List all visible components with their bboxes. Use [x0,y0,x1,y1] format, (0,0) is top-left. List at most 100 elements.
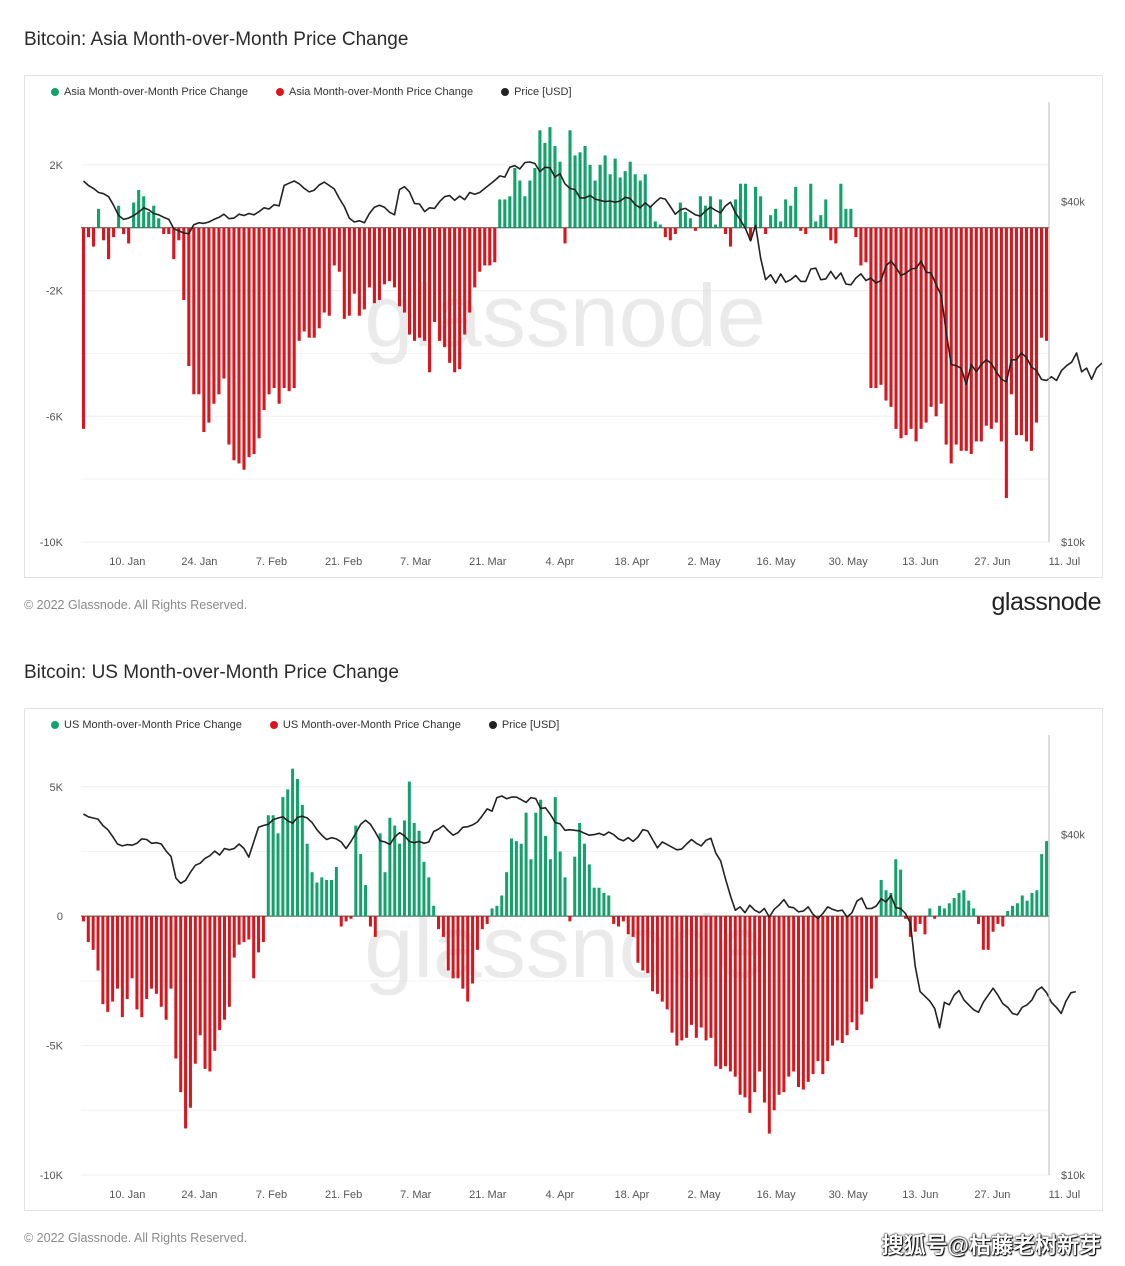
bar [222,916,227,1020]
chart-panel-asia: Asia Month-over-Month Price Change Asia … [24,75,1103,578]
bar [845,916,849,1036]
x-tick-label: 10. Jan [109,1189,145,1201]
x-tick-label: 13. Jun [902,1189,938,1201]
bar [232,227,236,461]
price-line [83,795,1076,1029]
bar [368,916,372,927]
bar [142,196,146,228]
bar [929,227,933,407]
x-tick-label: 21. Mar [469,1189,507,1201]
bar [407,227,412,335]
bar [658,224,662,228]
bar [582,843,586,917]
bar [1025,900,1029,917]
bar [286,789,290,917]
bar [578,152,582,228]
bar [762,916,766,1103]
bar [668,227,672,241]
legend-item-red[interactable]: Asia Month-over-Month Price Change [276,86,473,98]
bar [678,202,682,228]
bar [115,916,119,989]
x-tick-label: 7. Feb [256,1189,287,1201]
x-tick-label: 10. Jan [109,556,145,568]
x-tick-label: 21. Mar [469,556,507,568]
bar [257,916,261,953]
bar [708,196,713,228]
bar [458,227,462,370]
bar [864,227,868,263]
x-tick-label: 11. Jul [1049,556,1081,568]
bar [101,916,105,1005]
legend-item-green[interactable]: Asia Month-over-Month Price Change [51,86,248,98]
bar [295,779,299,917]
bar [597,887,601,917]
bar [247,916,251,940]
bar [689,916,693,1025]
bar [182,227,186,300]
y-right-tick-label: $40k [1061,197,1085,209]
bar [135,916,139,1010]
x-tick-label: 18. Apr [614,1189,649,1201]
bar [392,227,397,288]
bar [448,227,452,363]
bar [315,882,319,917]
bar [97,208,101,228]
bar [91,227,96,247]
bar [996,916,1000,924]
bar [81,227,86,429]
y-tick-label: -6K [46,411,64,423]
legend-item-green[interactable]: US Month-over-Month Price Change [51,719,242,731]
bar [266,815,270,917]
bar [769,215,773,228]
bar [232,916,236,958]
bar [573,856,577,917]
bar [578,823,582,917]
bar [130,916,134,979]
bar [297,227,301,341]
legend-item-price[interactable]: Price [USD] [488,719,559,731]
bar [959,227,963,451]
bar [106,916,110,1012]
bar [387,227,392,282]
x-tick-label: 2. May [687,1189,721,1201]
chart-panel-us: US Month-over-Month Price Change US Mont… [24,708,1103,1211]
bar [683,212,687,228]
bar [568,916,572,922]
bar [563,227,567,244]
bar [728,227,733,247]
legend-dot-green [51,88,59,96]
legend-item-red[interactable]: US Month-over-Month Price Change [269,719,461,731]
bar [728,916,732,1072]
bar [801,916,805,1090]
bar [242,227,246,470]
bar [934,227,938,417]
bar [397,227,402,307]
x-tick-label: 7. Mar [400,1189,432,1201]
bar [451,916,455,979]
bar [1034,227,1039,423]
bar [954,227,958,445]
legend-label: Price [USD] [514,86,572,98]
bar [86,916,90,943]
bar [367,227,371,288]
bar [453,227,457,373]
bar [612,916,616,924]
bar [824,199,828,228]
bar [981,916,985,950]
chart-plot-asia: 2K -2K -6K -10K glassnode $40k $10k 10. Jan 24. … [40,102,1102,568]
legend-item-price[interactable]: Price [USD] [501,86,572,98]
legend-label: Asia Month-over-Month Price Change [289,86,474,98]
copyright-text: © 2022 Glassnode. All Rights Reserved. [24,1231,248,1245]
bar [924,227,928,423]
bar [829,227,833,241]
bar [332,227,336,266]
bar [787,916,791,1077]
bar [117,205,121,228]
legend-label: Asia Month-over-Month Price Change [64,86,249,98]
bar [811,916,815,1075]
bar [643,174,647,228]
bar [212,227,216,404]
bar [407,781,411,917]
bar [359,854,363,917]
bar [688,218,692,228]
